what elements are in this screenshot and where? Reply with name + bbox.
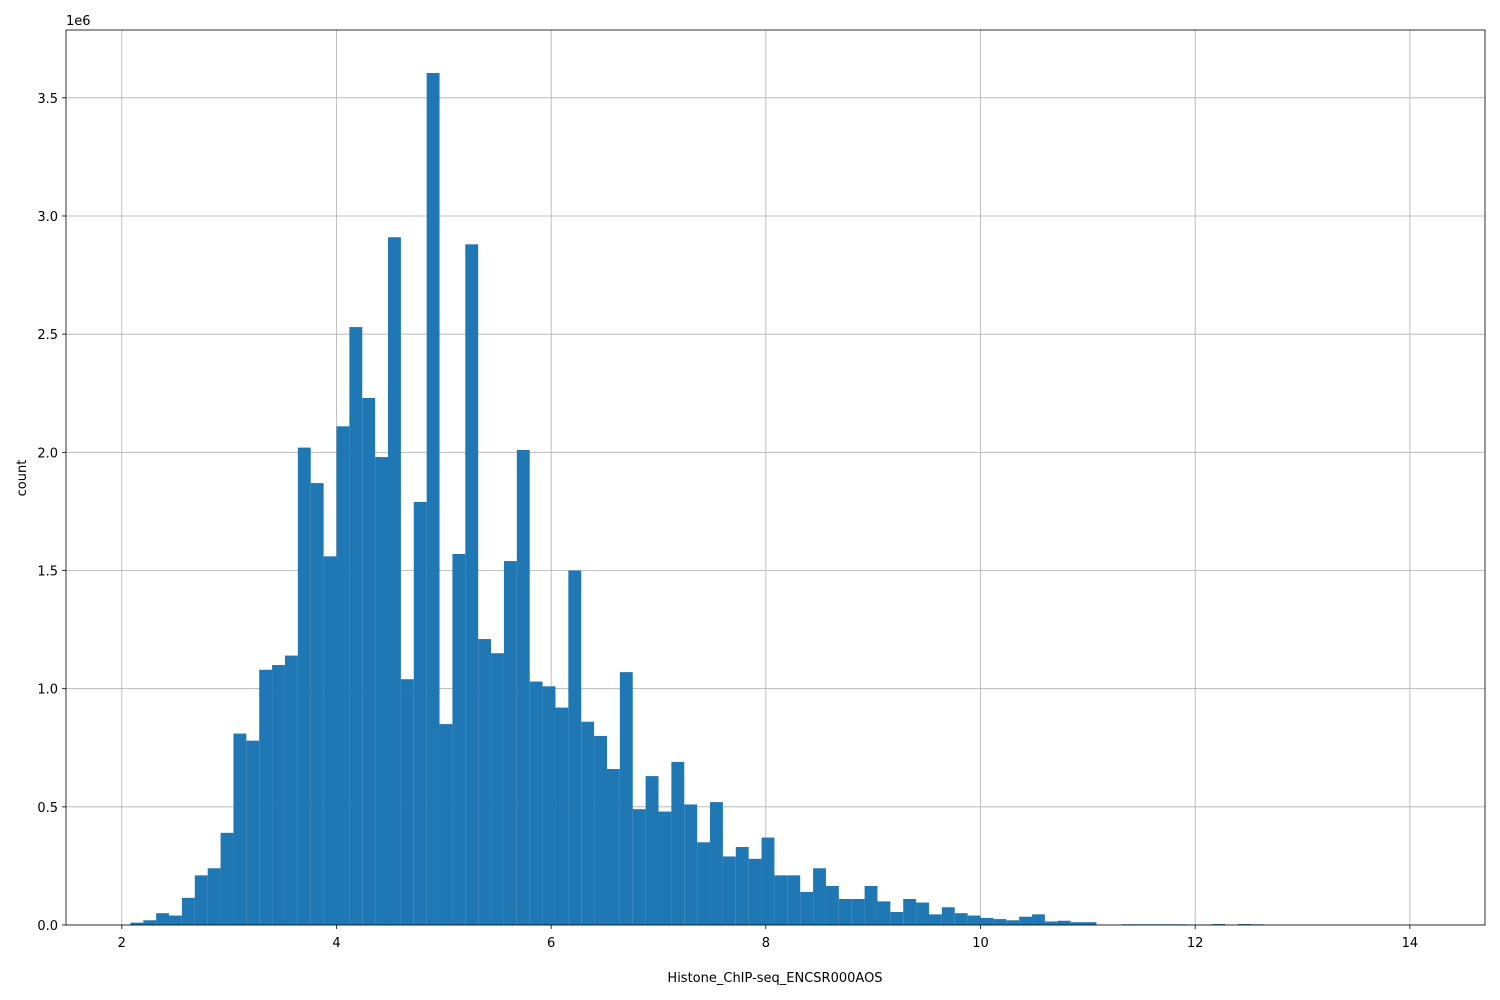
bar xyxy=(130,922,144,925)
y-tick-label: 0.5 xyxy=(37,801,58,816)
bar xyxy=(710,802,723,925)
bar xyxy=(581,721,595,925)
bar xyxy=(259,669,273,925)
bar xyxy=(542,686,556,925)
bar xyxy=(181,897,195,925)
bar xyxy=(336,426,350,925)
bar xyxy=(735,847,749,925)
bar xyxy=(1212,924,1226,925)
y-tick-label: 3.5 xyxy=(37,92,58,107)
bar xyxy=(774,875,788,925)
bar xyxy=(748,858,762,925)
bar xyxy=(297,447,311,925)
bar xyxy=(143,920,157,925)
x-tick-label: 2 xyxy=(118,936,126,951)
bar xyxy=(1006,920,1020,925)
bar xyxy=(400,679,414,925)
bar xyxy=(529,681,543,925)
bar xyxy=(800,891,814,925)
bar xyxy=(851,899,865,925)
bar xyxy=(722,856,736,925)
y-tick-label: 0.0 xyxy=(37,919,58,934)
bar xyxy=(375,457,389,925)
bar xyxy=(619,672,633,925)
bar xyxy=(954,913,968,925)
y-tick-label: 3.0 xyxy=(37,210,58,225)
bar xyxy=(967,915,981,925)
bar xyxy=(941,907,955,925)
bar xyxy=(632,809,646,925)
bar xyxy=(697,842,711,925)
x-tick-label: 4 xyxy=(332,936,340,951)
bar xyxy=(491,653,504,925)
bar xyxy=(555,707,569,925)
bar xyxy=(426,73,440,925)
bar xyxy=(246,740,260,925)
y-tick-label: 2.5 xyxy=(37,328,58,343)
bar xyxy=(980,917,994,925)
bar xyxy=(993,919,1007,925)
bar xyxy=(684,804,698,925)
bar xyxy=(645,776,659,925)
bar xyxy=(503,561,517,925)
bar xyxy=(838,899,852,925)
bar xyxy=(813,868,826,925)
bar xyxy=(233,733,247,925)
bar xyxy=(903,899,917,925)
bar xyxy=(413,501,427,925)
plot-frame xyxy=(65,29,1486,926)
bar xyxy=(568,570,582,925)
x-tick-label: 6 xyxy=(547,936,555,951)
bar xyxy=(658,811,672,925)
bar xyxy=(439,724,453,925)
bar xyxy=(864,886,878,925)
bar xyxy=(928,914,942,925)
bar xyxy=(594,735,607,925)
bar xyxy=(194,875,208,925)
bar xyxy=(516,449,530,925)
bar xyxy=(890,912,904,925)
bar xyxy=(825,886,839,925)
bar xyxy=(1057,920,1071,925)
bar xyxy=(1070,922,1084,925)
bar xyxy=(787,875,801,925)
bar xyxy=(349,327,363,925)
x-tick-label: 12 xyxy=(1187,936,1204,951)
y-tick-label: 2.0 xyxy=(37,446,58,461)
y-tick-label: 1.0 xyxy=(37,683,58,698)
bar xyxy=(220,832,234,925)
bar xyxy=(761,837,775,925)
x-tick-label: 14 xyxy=(1402,936,1419,951)
bar xyxy=(916,902,929,925)
x-axis-label: Histone_ChIP-seq_ENCSR000AOS xyxy=(667,971,882,986)
bar xyxy=(877,901,891,925)
x-tick-label: 8 xyxy=(762,936,770,951)
bar xyxy=(1019,916,1033,925)
bar xyxy=(671,761,685,925)
bar xyxy=(452,553,466,925)
bar xyxy=(465,244,479,925)
y-offset-label: 1e6 xyxy=(66,14,91,29)
bar xyxy=(1083,922,1097,925)
bar xyxy=(1044,921,1058,925)
y-axis-label: count xyxy=(15,460,30,497)
bar xyxy=(1032,914,1045,925)
bar xyxy=(323,556,337,925)
bar xyxy=(1238,924,1252,925)
bar xyxy=(156,913,170,925)
y-tick-label: 1.5 xyxy=(37,564,58,579)
bars xyxy=(130,73,1264,926)
x-tick-label: 10 xyxy=(972,936,989,951)
bar xyxy=(310,483,324,925)
bar xyxy=(272,665,285,925)
bar xyxy=(362,397,376,925)
bar xyxy=(207,868,221,925)
bar xyxy=(478,639,492,925)
bar xyxy=(606,769,620,925)
bar xyxy=(388,237,401,926)
bar xyxy=(169,915,182,925)
bar xyxy=(284,655,298,925)
